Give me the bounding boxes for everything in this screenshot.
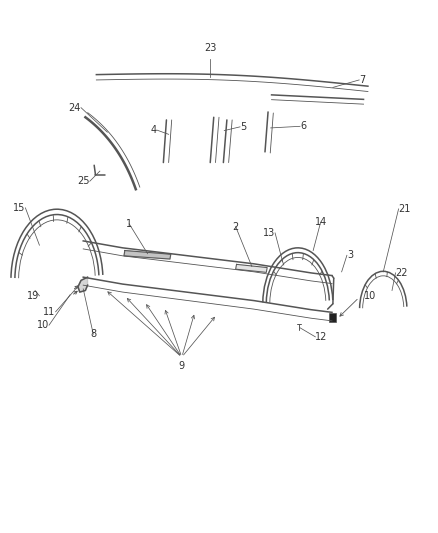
Text: 14: 14 [314,217,327,227]
Bar [329,312,336,322]
Text: 23: 23 [204,43,216,53]
Text: 1: 1 [126,219,132,229]
Text: 10: 10 [37,320,49,330]
Polygon shape [124,251,171,259]
Text: 7: 7 [359,75,365,85]
Text: 4: 4 [151,125,157,135]
Text: 11: 11 [43,307,56,317]
Text: 25: 25 [77,176,90,186]
Text: 15: 15 [13,203,25,213]
Text: 8: 8 [90,329,96,339]
Text: 24: 24 [69,103,81,112]
Polygon shape [78,277,88,292]
Text: 19: 19 [27,291,39,301]
Text: 12: 12 [315,332,328,342]
Text: 10: 10 [364,291,376,301]
Text: 5: 5 [240,122,246,132]
Text: 22: 22 [396,268,408,278]
Text: 6: 6 [300,122,306,131]
Text: 2: 2 [233,222,239,231]
Text: 9: 9 [179,361,185,372]
Text: 3: 3 [347,251,353,260]
Text: 13: 13 [263,228,275,238]
Text: 21: 21 [399,204,411,214]
Polygon shape [236,264,267,272]
